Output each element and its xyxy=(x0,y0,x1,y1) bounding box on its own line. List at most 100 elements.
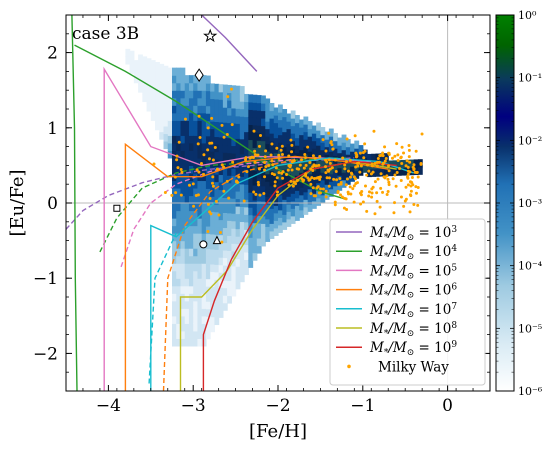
density-cell xyxy=(396,160,402,169)
density-cell xyxy=(256,237,262,247)
density-cell xyxy=(269,215,275,224)
density-cell xyxy=(261,110,266,119)
density-cell xyxy=(172,225,177,234)
density-cell xyxy=(218,189,224,198)
milky-way-point xyxy=(376,177,380,181)
density-cell xyxy=(235,251,241,260)
density-cell xyxy=(231,258,237,267)
density-cell xyxy=(244,244,249,253)
density-cell xyxy=(282,146,288,155)
density-cell xyxy=(197,180,203,189)
milky-way-point xyxy=(229,87,233,91)
milky-way-point xyxy=(346,169,350,173)
density-cell xyxy=(205,225,211,235)
density-cell xyxy=(290,200,296,209)
milky-way-point xyxy=(327,176,331,180)
density-cell xyxy=(193,300,199,309)
density-cell xyxy=(227,145,232,154)
density-cell xyxy=(172,82,177,91)
milky-way-point xyxy=(349,175,353,179)
milky-way-point xyxy=(309,167,313,171)
density-cell xyxy=(210,293,215,303)
density-cell xyxy=(278,179,283,188)
milky-way-point xyxy=(351,187,355,191)
density-cell xyxy=(273,137,279,146)
milky-way-point xyxy=(311,154,315,158)
milky-way-point xyxy=(386,190,390,194)
density-cell xyxy=(214,181,220,190)
y-tick-label: 0 xyxy=(47,194,58,214)
density-cell xyxy=(231,168,237,177)
milky-way-point xyxy=(290,150,294,154)
density-cell xyxy=(311,178,317,187)
milky-way-point xyxy=(303,156,307,160)
density-cell xyxy=(231,122,237,132)
density-cell xyxy=(231,152,237,162)
milky-way-point xyxy=(206,148,210,152)
density-cell xyxy=(142,63,148,72)
density-cell xyxy=(172,127,177,136)
colorbar-tick-label: 10⁻³ xyxy=(518,197,542,210)
milky-way-point xyxy=(211,181,215,185)
milky-way-point xyxy=(343,196,347,200)
density-cell xyxy=(205,323,211,332)
x-tick-label: 0 xyxy=(442,396,453,416)
density-cell xyxy=(133,67,139,76)
density-cell xyxy=(261,200,266,209)
density-cell xyxy=(294,137,300,146)
density-cell xyxy=(371,153,377,162)
milky-way-point xyxy=(409,194,413,198)
density-cell xyxy=(222,227,228,236)
density-cell xyxy=(316,190,321,199)
milky-way-point xyxy=(263,175,267,179)
density-cell xyxy=(222,250,228,259)
milky-way-point xyxy=(324,189,328,193)
density-cell xyxy=(188,203,194,212)
density-cell xyxy=(172,120,177,129)
milky-way-point xyxy=(308,161,312,165)
density-cell xyxy=(303,139,309,148)
density-cell xyxy=(273,130,279,139)
density-cell xyxy=(201,90,207,99)
milky-way-point xyxy=(385,174,389,178)
density-cell xyxy=(244,191,249,200)
density-cell xyxy=(184,165,190,174)
density-cell xyxy=(172,210,177,219)
density-cell xyxy=(265,203,271,212)
milky-way-point xyxy=(399,195,403,199)
legend-label: M*/M⊙ = 109 xyxy=(369,340,457,358)
density-cell xyxy=(176,127,182,136)
density-cell xyxy=(218,212,224,221)
milky-way-point xyxy=(279,148,283,152)
density-cell xyxy=(197,300,203,309)
milky-way-point xyxy=(344,160,348,164)
density-cell xyxy=(278,164,283,173)
density-cell xyxy=(227,250,232,259)
milky-way-point xyxy=(379,172,383,176)
density-cell xyxy=(176,150,182,159)
density-cell xyxy=(299,187,305,196)
density-cell xyxy=(303,206,309,215)
density-cell xyxy=(252,252,258,261)
density-cell xyxy=(193,180,199,189)
density-cell xyxy=(163,118,169,127)
milky-way-point xyxy=(373,180,377,184)
milky-way-point xyxy=(287,183,291,187)
milky-way-point xyxy=(280,144,284,148)
milky-way-point xyxy=(420,132,424,136)
density-cell xyxy=(231,205,237,214)
y-tick-label: 2 xyxy=(47,44,58,64)
density-cell xyxy=(328,188,334,197)
milky-way-point xyxy=(335,178,339,182)
density-cell xyxy=(222,152,228,161)
milky-way-point xyxy=(312,177,316,181)
milky-way-point xyxy=(331,147,335,151)
density-cell xyxy=(256,200,262,209)
density-cell xyxy=(210,196,215,205)
milky-way-point xyxy=(330,143,334,147)
milky-way-point xyxy=(237,175,241,179)
density-cell xyxy=(197,127,203,136)
density-cell xyxy=(278,209,283,218)
density-cell xyxy=(256,162,262,171)
milky-way-point xyxy=(416,203,420,207)
